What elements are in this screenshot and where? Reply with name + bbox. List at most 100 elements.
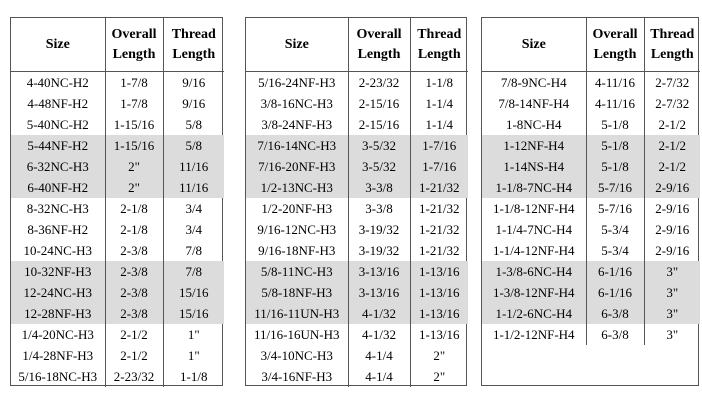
cell: 3-3/8 — [347, 198, 410, 219]
cell: 5-1/8 — [585, 114, 644, 135]
cell: 5/8-11NC-H3 — [246, 261, 348, 282]
data-row: 1-1/4-7NC-H4 5-3/4 2-9/16 — [482, 219, 700, 240]
cell: 10-24NC-H3 — [23, 242, 93, 258]
cell: 8-32NC-H3 — [26, 200, 89, 216]
cell: 3-5/32 — [347, 135, 410, 156]
cell: 1-1/8-12NF-H4 — [492, 200, 575, 216]
cell: 1" — [162, 324, 224, 345]
cell: 1-14NS-H4 — [482, 156, 586, 177]
cell: 3" — [643, 303, 700, 324]
cell: 7/8 — [162, 240, 224, 261]
cell: 2-7/32 — [643, 71, 700, 93]
table-box: Size Overall Length Thread Length 5/16-24NF… — [245, 17, 468, 387]
data-row: 8-36NF-H2 2-1/8 3/4 — [11, 219, 224, 240]
cell: 1-1/2-12NF-H4 — [492, 326, 575, 342]
data-row: 7/8-9NC-H4 4-11/16 2-7/32 — [482, 71, 700, 93]
cell: 2-15/16 — [347, 114, 410, 135]
cell: 5-7/16 — [585, 198, 644, 219]
cell: 5/16-18NC-H3 — [18, 368, 98, 384]
data-row: 1/4-20NC-H3 2-1/2 1" — [11, 324, 224, 345]
data-row: 7/16-14NC-H3 3-5/32 1-7/16 — [246, 135, 468, 156]
cell: 5/8 — [162, 135, 224, 156]
cell: 7/8 — [162, 261, 224, 282]
cell: 2-3/8 — [104, 282, 163, 303]
cell: 2-23/32 — [347, 71, 410, 93]
cell: 2-9/16 — [643, 177, 700, 198]
cell: 15/16 — [162, 282, 224, 303]
cell: 2-9/16 — [643, 198, 700, 219]
cell: 1-13/16 — [409, 282, 468, 303]
cell: 9/16-18NF-H3 — [258, 242, 336, 258]
cell: 2-1/2 — [104, 324, 163, 345]
cell: 7/16-14NC-H3 — [246, 135, 348, 156]
data-row: 1-1/8-12NF-H4 5-7/16 2-9/16 — [482, 198, 700, 219]
cell: 3-13/16 — [347, 282, 410, 303]
cell: 6-1/16 — [585, 282, 644, 303]
cell: 5/8-18NF-H3 — [246, 282, 348, 303]
cell: 3-3/8 — [347, 177, 410, 198]
cell: 1-3/8-12NF-H4 — [482, 282, 586, 303]
cell: 2" — [104, 177, 163, 198]
cell: 1-13/16 — [409, 303, 468, 324]
cell: 5-1/8 — [585, 156, 644, 177]
data-row: 10-32NF-H3 2-3/8 7/8 — [11, 261, 224, 282]
cell: 1-1/2-6NC-H4 — [482, 303, 586, 324]
header-row: Size Overall Length Thread Length — [482, 18, 700, 72]
cell: 1-1/4-7NC-H4 — [495, 221, 573, 237]
data-row: 9/16-18NF-H3 3-19/32 1-21/32 — [246, 240, 468, 261]
cell: 15/16 — [162, 303, 224, 324]
cell: 6-32NC-H3 — [11, 156, 105, 177]
cell: 8-36NF-H2 — [27, 221, 89, 237]
cell: 12-28NF-H3 — [11, 303, 105, 324]
cell: 1-1/8 — [162, 366, 224, 387]
cell: 1-1/4 — [409, 114, 468, 135]
data-row: 5/16-24NF-H3 2-23/32 1-1/8 — [246, 71, 468, 93]
column-header: Thread Length — [409, 18, 468, 72]
cell: 2" — [409, 366, 468, 387]
cell: 5-7/16 — [585, 177, 644, 198]
cell: 3/4 — [162, 219, 224, 240]
data-row: 1-1/8-7NC-H4 5-7/16 2-9/16 — [482, 177, 700, 198]
cell: 2-1/2 — [643, 114, 700, 135]
data-row: 12-28NF-H3 2-3/8 15/16 — [11, 303, 224, 324]
cell: 1-7/16 — [409, 156, 468, 177]
cell: 11/16 — [162, 156, 224, 177]
cell: 1-8NC-H4 — [505, 116, 562, 132]
data-row: 1-12NF-H4 5-1/8 2-1/2 — [482, 135, 700, 156]
cell: 2-1/8 — [104, 198, 163, 219]
cell: 7/8-9NC-H4 — [500, 74, 567, 90]
cell: 5-40NC-H2 — [26, 116, 89, 132]
cell: 5/8 — [162, 114, 224, 135]
data-row: 5/8-18NF-H3 3-13/16 1-13/16 — [246, 282, 468, 303]
cell: 4-1/4 — [347, 366, 410, 387]
data-row: 7/16-20NF-H3 3-5/32 1-7/16 — [246, 156, 468, 177]
cell: 1/4-20NC-H3 — [21, 326, 94, 342]
cell: 11/16-11UN-H3 — [246, 303, 348, 324]
cell: 1" — [162, 345, 224, 366]
cell: 1-21/32 — [409, 198, 468, 219]
cell: 3" — [643, 282, 700, 303]
cell: 12-24NC-H3 — [11, 282, 105, 303]
cell: 5-44NF-H2 — [11, 135, 105, 156]
cell: 1-21/32 — [409, 240, 468, 261]
cell: 3/4-10NC-H3 — [260, 347, 333, 363]
cell: 1/2-13NC-H3 — [246, 177, 348, 198]
cell: 2-1/2 — [643, 135, 700, 156]
data-row: 5/16-18NC-H3 2-23/32 1-1/8 — [11, 366, 224, 387]
spec-table: Size Overall Length Thread Length 5/16-24NF… — [246, 18, 468, 387]
column-header: Overall Length — [585, 18, 644, 72]
cell: 1-13/16 — [409, 324, 468, 345]
cell: 1-1/8 — [409, 71, 468, 93]
cell: 1-1/4 — [409, 93, 468, 114]
cell: 6-3/8 — [585, 303, 644, 324]
cell: 3/8-16NC-H3 — [260, 95, 333, 111]
cell: 3/4 — [162, 198, 224, 219]
spec-table: Size Overall Length Thread Length 4-40NC-H2… — [11, 18, 224, 387]
cell: 4-48NF-H2 — [27, 95, 89, 111]
cell: 5/16-24NF-H3 — [258, 74, 336, 90]
data-row: 1-1/2-6NC-H4 6-3/8 3" — [482, 303, 700, 324]
data-row: 1/2-20NF-H3 3-3/8 1-21/32 — [246, 198, 468, 219]
cell: 3/4-16NF-H3 — [261, 368, 333, 384]
data-row: 1-14NS-H4 5-1/8 2-1/2 — [482, 156, 700, 177]
data-row: 9/16-12NC-H3 3-19/32 1-21/32 — [246, 219, 468, 240]
